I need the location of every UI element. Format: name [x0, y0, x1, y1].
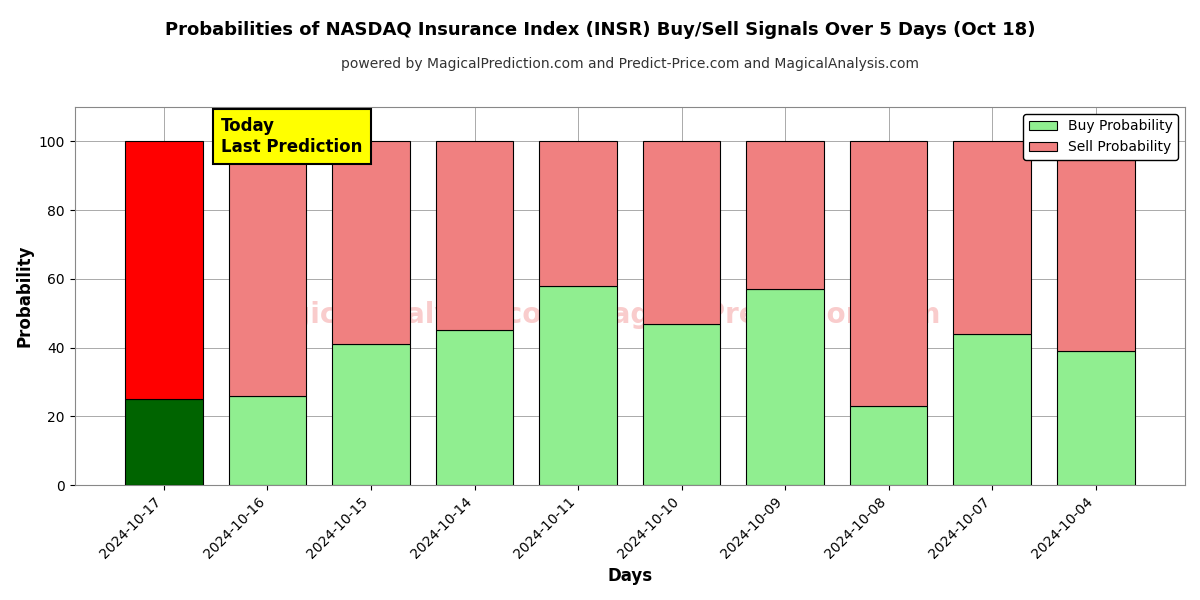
- Bar: [539, 286, 617, 485]
- Bar: [125, 141, 203, 399]
- X-axis label: Days: Days: [607, 567, 653, 585]
- Bar: [850, 141, 928, 406]
- Bar: [953, 141, 1031, 334]
- Bar: [1057, 351, 1134, 485]
- Bar: [125, 399, 203, 485]
- Bar: [850, 406, 928, 485]
- Bar: [643, 141, 720, 323]
- Bar: [229, 141, 306, 396]
- Text: Probabilities of NASDAQ Insurance Index (INSR) Buy/Sell Signals Over 5 Days (Oct: Probabilities of NASDAQ Insurance Index …: [164, 21, 1036, 39]
- Bar: [746, 141, 824, 289]
- Bar: [332, 141, 410, 344]
- Bar: [436, 331, 514, 485]
- Bar: [332, 344, 410, 485]
- Bar: [1057, 141, 1134, 351]
- Title: powered by MagicalPrediction.com and Predict-Price.com and MagicalAnalysis.com: powered by MagicalPrediction.com and Pre…: [341, 57, 919, 71]
- Text: MagicalPrediction.com: MagicalPrediction.com: [584, 301, 941, 329]
- Bar: [953, 334, 1031, 485]
- Bar: [539, 141, 617, 286]
- Text: MagicalAnalysis.com: MagicalAnalysis.com: [245, 301, 571, 329]
- Legend: Buy Probability, Sell Probability: Buy Probability, Sell Probability: [1024, 114, 1178, 160]
- Y-axis label: Probability: Probability: [16, 245, 34, 347]
- Bar: [746, 289, 824, 485]
- Bar: [229, 396, 306, 485]
- Bar: [436, 141, 514, 331]
- Bar: [643, 323, 720, 485]
- Text: Today
Last Prediction: Today Last Prediction: [221, 117, 362, 156]
